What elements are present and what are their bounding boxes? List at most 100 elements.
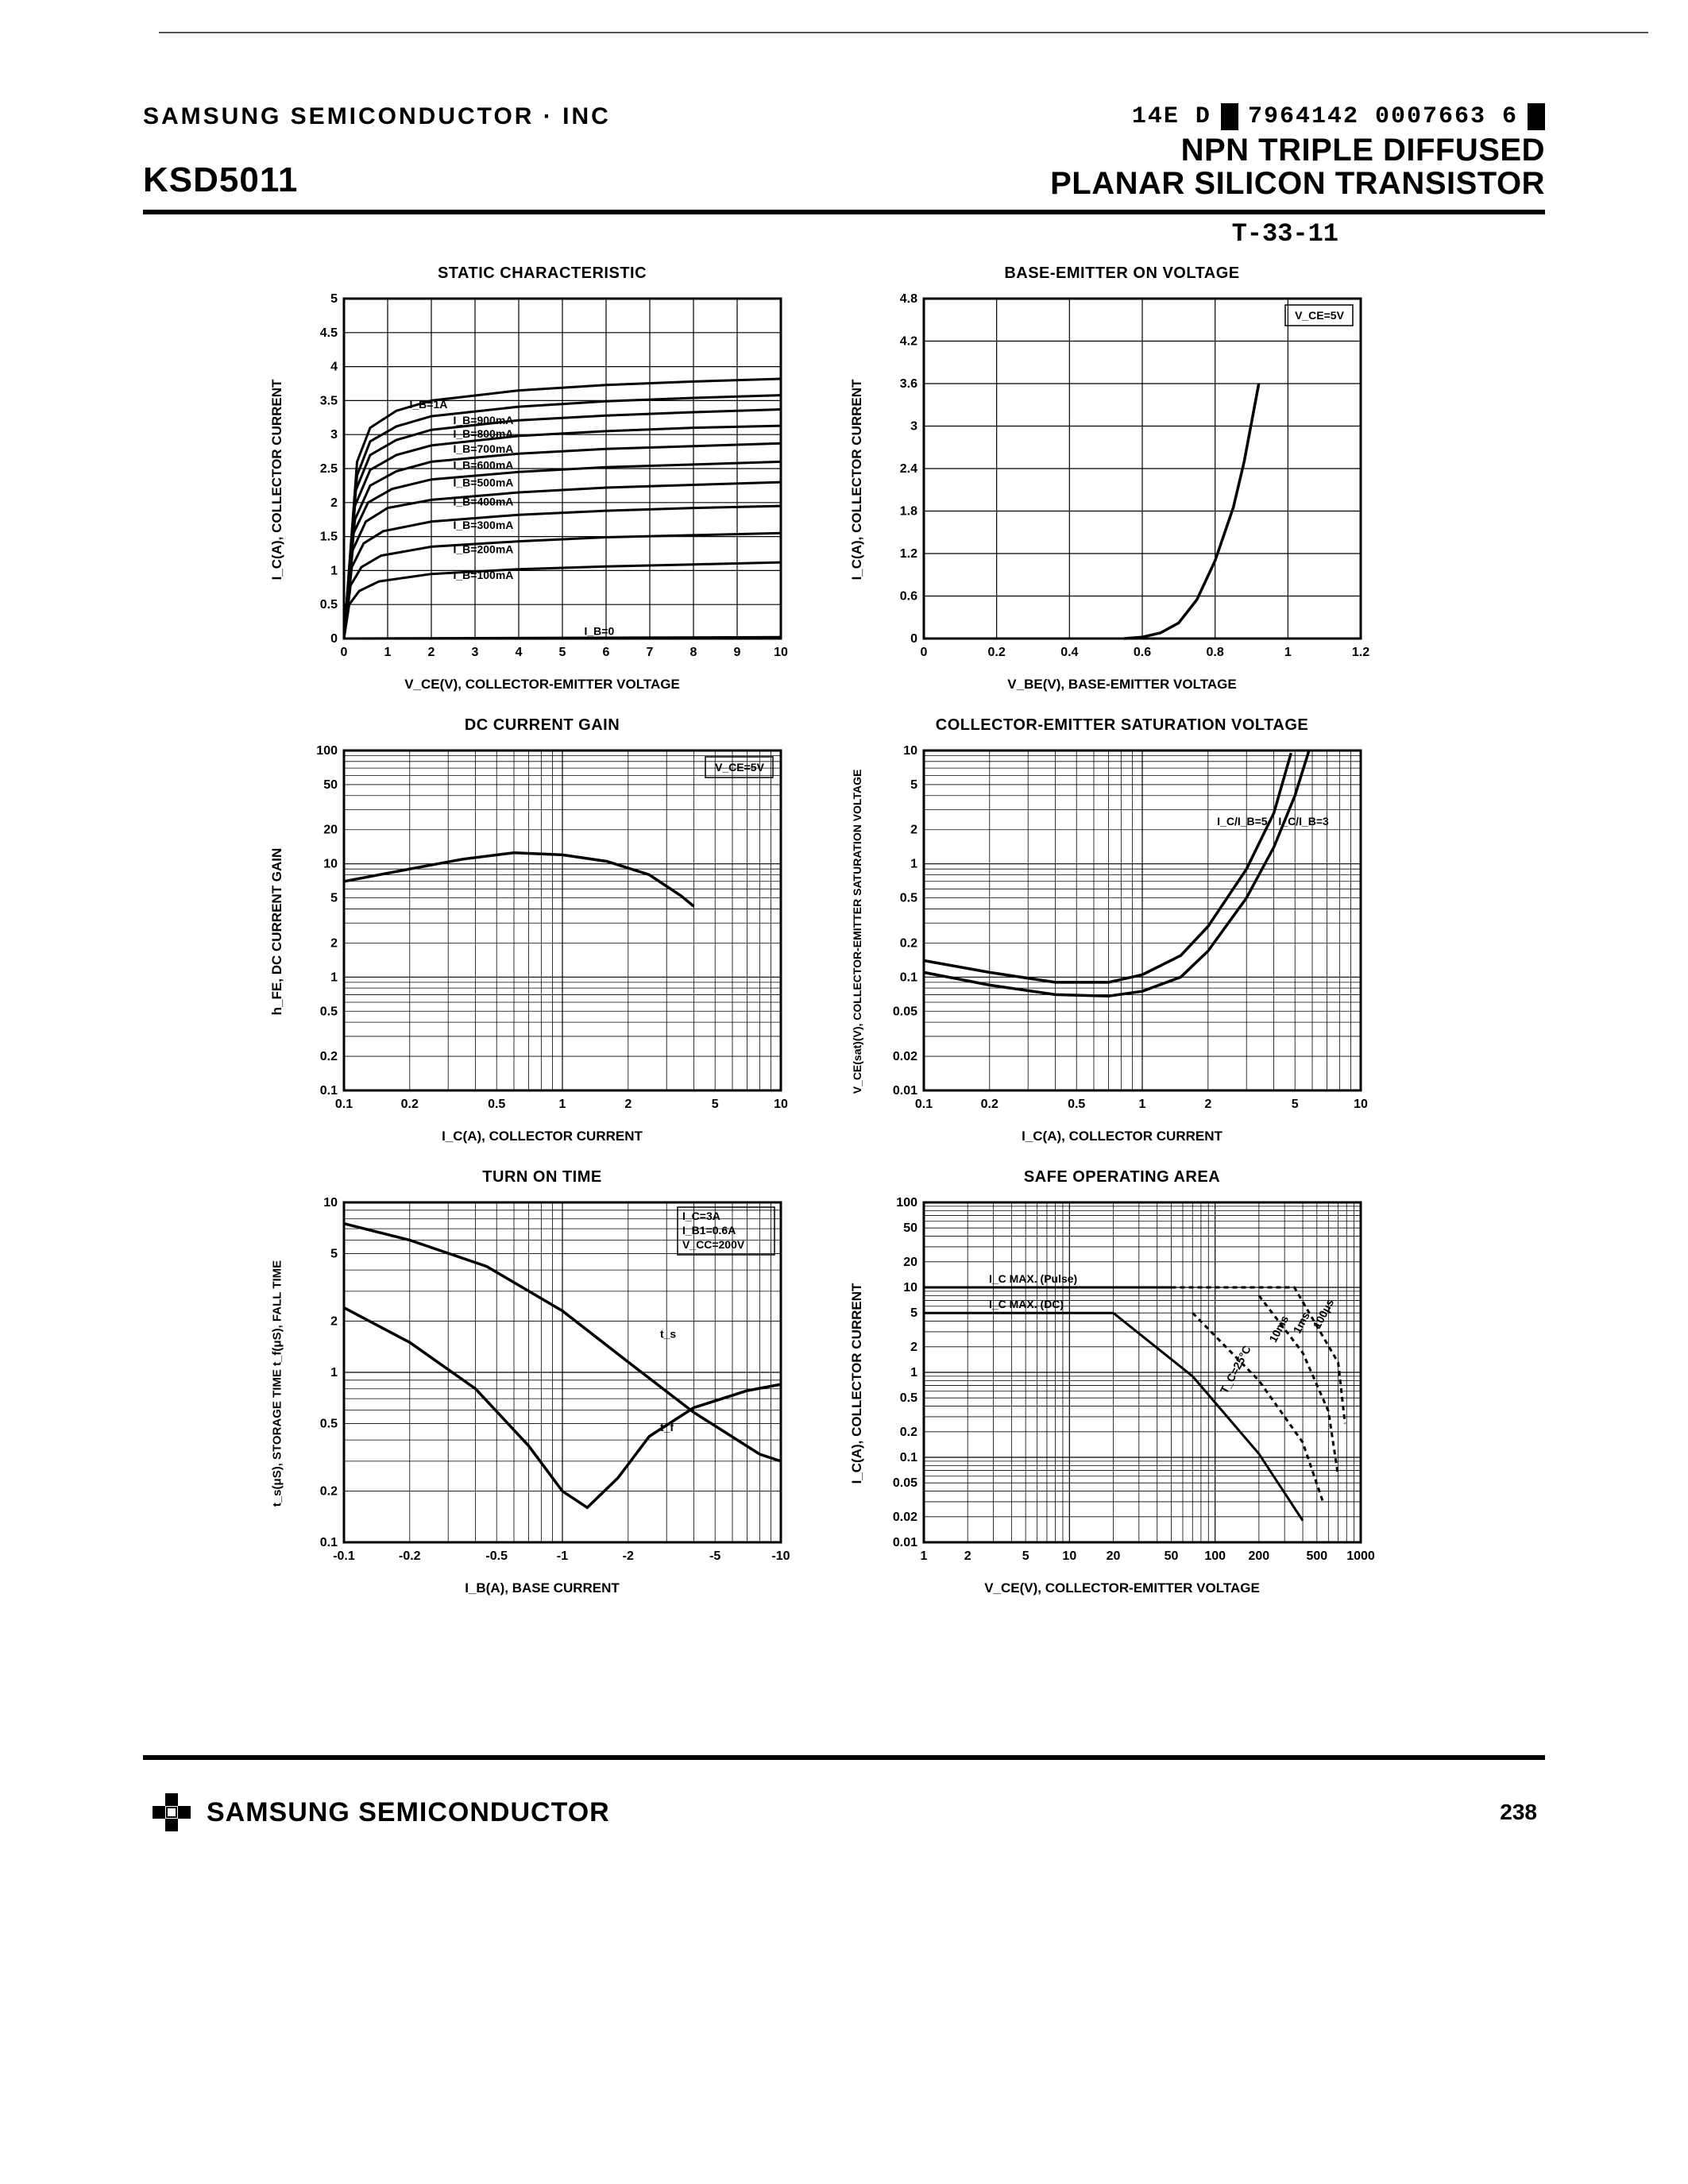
- title-bar: KSD5011 NPN TRIPLE DIFFUSED PLANAR SILIC…: [143, 133, 1545, 214]
- chart-title: STATIC CHARACTERISTIC: [288, 264, 797, 283]
- chart-svg: 00.20.40.60.811.200.61.21.82.433.64.24.8…: [868, 289, 1377, 670]
- svg-text:1: 1: [1284, 646, 1291, 659]
- chart-svg: -0.1-0.2-0.5-1-2-5-100.10.20.512510t_st_…: [288, 1193, 797, 1574]
- chart-title: BASE-EMITTER ON VOLTAGE: [868, 264, 1377, 283]
- svg-text:0.6: 0.6: [899, 590, 917, 604]
- svg-text:0.1: 0.1: [899, 970, 917, 984]
- svg-text:1: 1: [920, 1549, 927, 1563]
- y-axis-label: t_s(μS), STORAGE TIME t_f(μS), FALL TIME: [270, 1260, 284, 1507]
- svg-text:500: 500: [1306, 1549, 1327, 1563]
- svg-text:4.5: 4.5: [319, 326, 337, 340]
- svg-text:2: 2: [1204, 1098, 1211, 1111]
- svg-text:1000: 1000: [1346, 1549, 1375, 1563]
- doc-code-left: 14E D: [1132, 103, 1211, 130]
- svg-text:0.5: 0.5: [899, 892, 917, 905]
- svg-text:2: 2: [964, 1549, 971, 1563]
- svg-text:-0.5: -0.5: [485, 1549, 508, 1563]
- y-axis-label: h_FE, DC CURRENT GAIN: [269, 848, 285, 1016]
- svg-text:V_CE=5V: V_CE=5V: [715, 761, 765, 774]
- svg-text:100: 100: [1204, 1549, 1226, 1563]
- desc-line-1: NPN TRIPLE DIFFUSED: [1181, 133, 1545, 168]
- chart-vce-sat: COLLECTOR-EMITTER SATURATION VOLTAGE V_C…: [868, 716, 1377, 1144]
- svg-text:100: 100: [896, 1196, 917, 1210]
- black-marker-1: [1221, 103, 1238, 130]
- svg-text:4: 4: [330, 361, 338, 374]
- svg-text:I_B=0: I_B=0: [584, 624, 614, 637]
- svg-text:0: 0: [910, 632, 917, 646]
- svg-text:0.8: 0.8: [1206, 646, 1223, 659]
- svg-text:10: 10: [903, 744, 917, 758]
- x-axis-label: I_C(A), COLLECTOR CURRENT: [868, 1129, 1377, 1144]
- svg-text:10: 10: [323, 858, 338, 871]
- svg-text:5: 5: [910, 778, 917, 792]
- svg-text:10: 10: [774, 646, 788, 659]
- svg-text:0.01: 0.01: [892, 1084, 917, 1098]
- svg-text:10: 10: [774, 1098, 788, 1111]
- svg-text:I_B=800mA: I_B=800mA: [453, 427, 513, 440]
- svg-text:0: 0: [920, 646, 927, 659]
- svg-text:0.6: 0.6: [1133, 646, 1150, 659]
- svg-text:0.5: 0.5: [899, 1391, 917, 1405]
- svg-text:2: 2: [910, 824, 917, 837]
- svg-text:0.2: 0.2: [319, 1485, 337, 1499]
- svg-text:2: 2: [330, 496, 338, 510]
- svg-text:1.2: 1.2: [1351, 646, 1369, 659]
- svg-text:1: 1: [330, 970, 338, 984]
- svg-text:10: 10: [903, 1281, 917, 1295]
- svg-text:5: 5: [330, 892, 338, 905]
- svg-text:0.2: 0.2: [899, 936, 917, 950]
- svg-text:0.2: 0.2: [319, 1050, 337, 1063]
- svg-text:4.2: 4.2: [899, 335, 917, 349]
- svg-text:0.2: 0.2: [980, 1098, 998, 1111]
- chart-turn-on: TURN ON TIME t_s(μS), STORAGE TIME t_f(μ…: [288, 1168, 797, 1596]
- y-axis-label: I_C(A), COLLECTOR CURRENT: [269, 380, 285, 581]
- svg-text:1: 1: [910, 1366, 917, 1379]
- svg-text:1: 1: [1138, 1098, 1145, 1111]
- svg-text:1: 1: [330, 564, 338, 577]
- svg-text:I_C=3A: I_C=3A: [682, 1210, 720, 1222]
- x-axis-label: V_BE(V), BASE-EMITTER VOLTAGE: [868, 677, 1377, 693]
- charts-grid: STATIC CHARACTERISTIC I_C(A), COLLECTOR …: [288, 264, 1400, 1596]
- black-marker-2: [1528, 103, 1545, 130]
- svg-text:-2: -2: [622, 1549, 633, 1563]
- svg-text:t_f: t_f: [659, 1421, 673, 1433]
- svg-text:0: 0: [330, 632, 338, 646]
- chart-vbe-on: BASE-EMITTER ON VOLTAGE I_C(A), COLLECTO…: [868, 264, 1377, 693]
- svg-text:0.1: 0.1: [334, 1098, 352, 1111]
- footer-row: SAMSUNG SEMICONDUCTOR 238: [143, 1792, 1545, 1833]
- chart-title: DC CURRENT GAIN: [288, 716, 797, 735]
- svg-text:1: 1: [330, 1366, 338, 1379]
- svg-text:20: 20: [323, 824, 338, 837]
- svg-text:5: 5: [711, 1098, 718, 1111]
- svg-text:0.05: 0.05: [892, 1005, 917, 1018]
- svg-text:10ms: 10ms: [1266, 1313, 1291, 1344]
- chart-title: TURN ON TIME: [288, 1168, 797, 1187]
- x-axis-label: I_C(A), COLLECTOR CURRENT: [288, 1129, 797, 1144]
- footer-brand-text: SAMSUNG SEMICONDUCTOR: [207, 1797, 610, 1828]
- svg-text:5: 5: [1022, 1549, 1029, 1563]
- svg-text:1: 1: [558, 1098, 566, 1111]
- svg-text:50: 50: [1164, 1549, 1178, 1563]
- svg-text:I_B=700mA: I_B=700mA: [453, 442, 513, 455]
- chart-svg: 0.10.20.5125100.10.20.5125102050100V_CE=…: [288, 741, 797, 1122]
- svg-text:3.5: 3.5: [319, 394, 337, 407]
- svg-text:I_C/I_B=5: I_C/I_B=5: [1217, 815, 1268, 828]
- chart-svg: 12510205010020050010000.010.020.050.10.2…: [868, 1193, 1377, 1574]
- svg-text:-0.2: -0.2: [398, 1549, 420, 1563]
- svg-text:0.5: 0.5: [1068, 1098, 1085, 1111]
- svg-text:I_B=500mA: I_B=500mA: [453, 477, 513, 489]
- plot-area: I_C(A), COLLECTOR CURRENT 12510205010020…: [868, 1193, 1377, 1574]
- svg-text:I_B=100mA: I_B=100mA: [453, 569, 513, 581]
- svg-text:2: 2: [624, 1098, 632, 1111]
- plot-area: t_s(μS), STORAGE TIME t_f(μS), FALL TIME…: [288, 1193, 797, 1574]
- svg-text:5: 5: [1291, 1098, 1298, 1111]
- footer-brand: SAMSUNG SEMICONDUCTOR: [151, 1792, 610, 1833]
- svg-text:1.8: 1.8: [899, 505, 917, 519]
- svg-text:-10: -10: [771, 1549, 790, 1563]
- svg-text:0.1: 0.1: [914, 1098, 932, 1111]
- svg-text:I_C MAX. (DC): I_C MAX. (DC): [988, 1298, 1063, 1310]
- svg-text:3.6: 3.6: [899, 377, 917, 391]
- footer-page-number: 238: [1500, 1800, 1537, 1825]
- svg-text:100μs: 100μs: [1310, 1297, 1336, 1331]
- plot-area: I_C(A), COLLECTOR CURRENT 01234567891000…: [288, 289, 797, 670]
